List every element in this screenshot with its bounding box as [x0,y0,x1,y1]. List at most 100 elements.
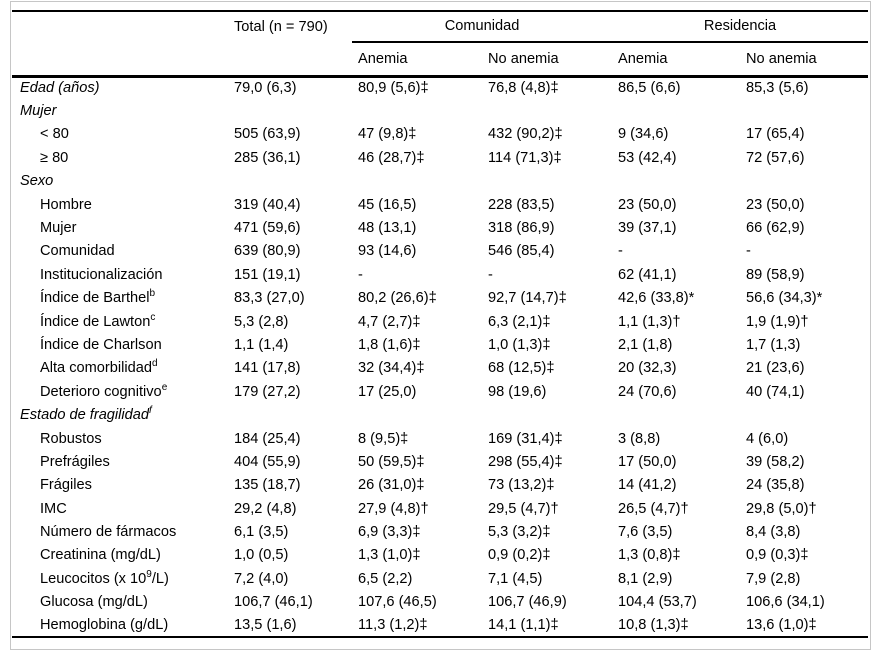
data-cell: 6,9 (3,3)‡ [358,524,421,541]
data-cell: 8,1 (2,9) [618,570,673,587]
data-cell: 40 (74,1) [746,383,805,400]
data-cell: 17 (65,4) [746,126,805,143]
data-cell: 13,6 (1,0)‡ [740,613,869,639]
table-row: Edad (años) 79,0 (6,3) 80,9 (5,6)‡ 76,8 (4,… [12,76,868,99]
table-row: IMC 29,2 (4,8) 27,9 (4,8)† 29,5 (4,7)† 26,5 … [12,497,868,520]
table-body: Edad (años) 79,0 (6,3) 80,9 (5,6)‡ 76,8 (4,… [12,76,869,639]
data-cell: 29,2 (4,8) [234,500,297,517]
table-frame: Total (n = 790) Comunidad Residencia Ane… [10,1,871,650]
data-cell: 50 (59,5)‡ [358,453,425,470]
table-row: Leucocitos (x 109/L) 7,2 (4,0) 6,5 (2,2) 7,… [12,567,868,590]
data-cell: 639 (80,9) [234,243,301,260]
data-cell: 106,7 (46,1) [234,594,313,611]
data-cell: 1,8 (1,6)‡ [358,336,421,353]
data-cell [740,99,868,122]
data-cell [612,170,740,193]
data-cell: 7,1 (4,5) [488,570,543,587]
footnote-marker: e [161,381,168,393]
row-label: Leucocitos (x 109/L) [40,569,169,587]
row-label: Estado de fragilidadf [20,405,152,424]
header-row-subgroups: Anemia No anemia Anemia No anemia [12,42,869,78]
data-cell: 53 (42,4) [618,149,677,166]
table-row: Hemoglobina (g/dL) 13,5 (1,6) 11,3 (1,2)‡ 1… [12,613,869,639]
data-cell: 23 (50,0) [618,196,677,213]
data-cell: 1,3 (0,8)‡ [618,547,681,564]
row-label: Comunidad [40,243,115,260]
row-label: Creatinina (mg/dL) [40,547,161,564]
clinical-characteristics-table: Total (n = 790) Comunidad Residencia Ane… [12,10,869,639]
header-empty-cell [228,42,352,78]
data-cell: 8 (9,5)‡ [358,430,409,447]
data-cell: 29,5 (4,7)† [488,500,559,517]
data-cell: 8,4 (3,8) [746,524,801,541]
data-cell: 6,5 (2,2) [358,570,413,587]
table-row: Mujer [12,99,868,122]
data-cell: 0,9 (0,3)‡ [746,547,809,564]
footnote-marker: 9 [146,569,152,581]
data-cell: 10,8 (1,3)‡ [612,613,741,639]
column-group-residencia: Residencia [612,10,869,43]
data-cell: - [746,243,751,260]
data-cell: 76,8 (4,8)‡ [488,80,559,97]
table-row: Índice de Charlson 1,1 (1,4) 1,8 (1,6)‡ 1,0… [12,333,868,356]
data-cell: 179 (27,2) [234,383,301,400]
row-label: Deterioro cognitivoe [40,381,168,400]
row-label: Hemoglobina (g/dL) [12,613,228,639]
data-cell: 80,2 (26,6)‡ [358,290,437,307]
data-cell [228,99,352,122]
data-cell: 66 (62,9) [746,220,805,237]
table-row: Alta comorbilidadd 141 (17,8) 32 (34,4)‡ 68… [12,357,868,380]
data-cell: 29,8 (5,0)† [746,500,817,517]
data-cell [482,403,612,426]
row-label: < 80 [40,126,69,143]
data-cell: 24 (70,6) [618,383,677,400]
data-cell: 13,5 (1,6) [228,613,352,639]
data-cell [612,403,740,426]
column-header-total: Total (n = 790) [228,10,352,42]
data-cell: - [358,266,363,283]
data-cell: 1,1 (1,4) [234,336,289,353]
data-cell [482,99,612,122]
data-cell: 92,7 (14,7)‡ [488,290,567,307]
data-cell: - [618,243,623,260]
data-cell: 7,2 (4,0) [234,570,289,587]
column-header-residencia-anemia: Anemia [612,42,741,78]
data-cell: 9 (34,6) [618,126,669,143]
column-header-comunidad-anemia: Anemia [352,42,482,78]
table-row: Sexo [12,170,868,193]
data-cell: 47 (9,8)‡ [358,126,417,143]
data-cell: 17 (25,0) [358,383,417,400]
data-cell: 114 (71,3)‡ [488,149,562,166]
data-cell: 98 (19,6) [488,383,547,400]
data-cell: 5,3 (2,8) [234,313,289,330]
data-cell: 228 (83,5) [488,196,555,213]
data-cell: 104,4 (53,7) [618,594,697,611]
table-row: Creatinina (mg/dL) 1,0 (0,5) 1,3 (1,0)‡ 0,9… [12,544,868,567]
data-cell: 319 (40,4) [234,196,301,213]
row-label: Edad (años) [20,80,100,97]
data-cell: 404 (55,9) [234,453,301,470]
row-label: Número de fármacos [40,524,177,541]
data-cell: 62 (41,1) [618,266,677,283]
data-cell: 151 (19,1) [234,266,301,283]
data-cell: 73 (13,2)‡ [488,477,555,494]
data-cell: 432 (90,2)‡ [488,126,563,143]
data-cell: 1,0 (1,3)‡ [488,336,551,353]
data-cell: 27,9 (4,8)† [358,500,429,517]
data-cell: 11,3 (1,2)‡ [352,613,482,639]
table-row: Índice de Barthelb 83,3 (27,0) 80,2 (26,6)… [12,287,868,310]
data-cell: 26,5 (4,7)† [618,500,689,517]
data-cell [740,170,868,193]
header-empty-cell [12,10,228,42]
data-cell: 32 (34,4)‡ [358,360,425,377]
data-cell: 93 (14,6) [358,243,417,260]
data-cell: 471 (59,6) [234,220,301,237]
data-cell: 505 (63,9) [234,126,301,143]
row-label: Sexo [20,173,54,190]
row-label: Frágiles [40,477,92,494]
data-cell: 56,6 (34,3)* [746,290,823,307]
data-cell: 80,9 (5,6)‡ [358,80,429,97]
data-cell: 106,6 (34,1) [746,594,825,611]
data-cell: 48 (13,1) [358,220,417,237]
data-cell [740,403,868,426]
